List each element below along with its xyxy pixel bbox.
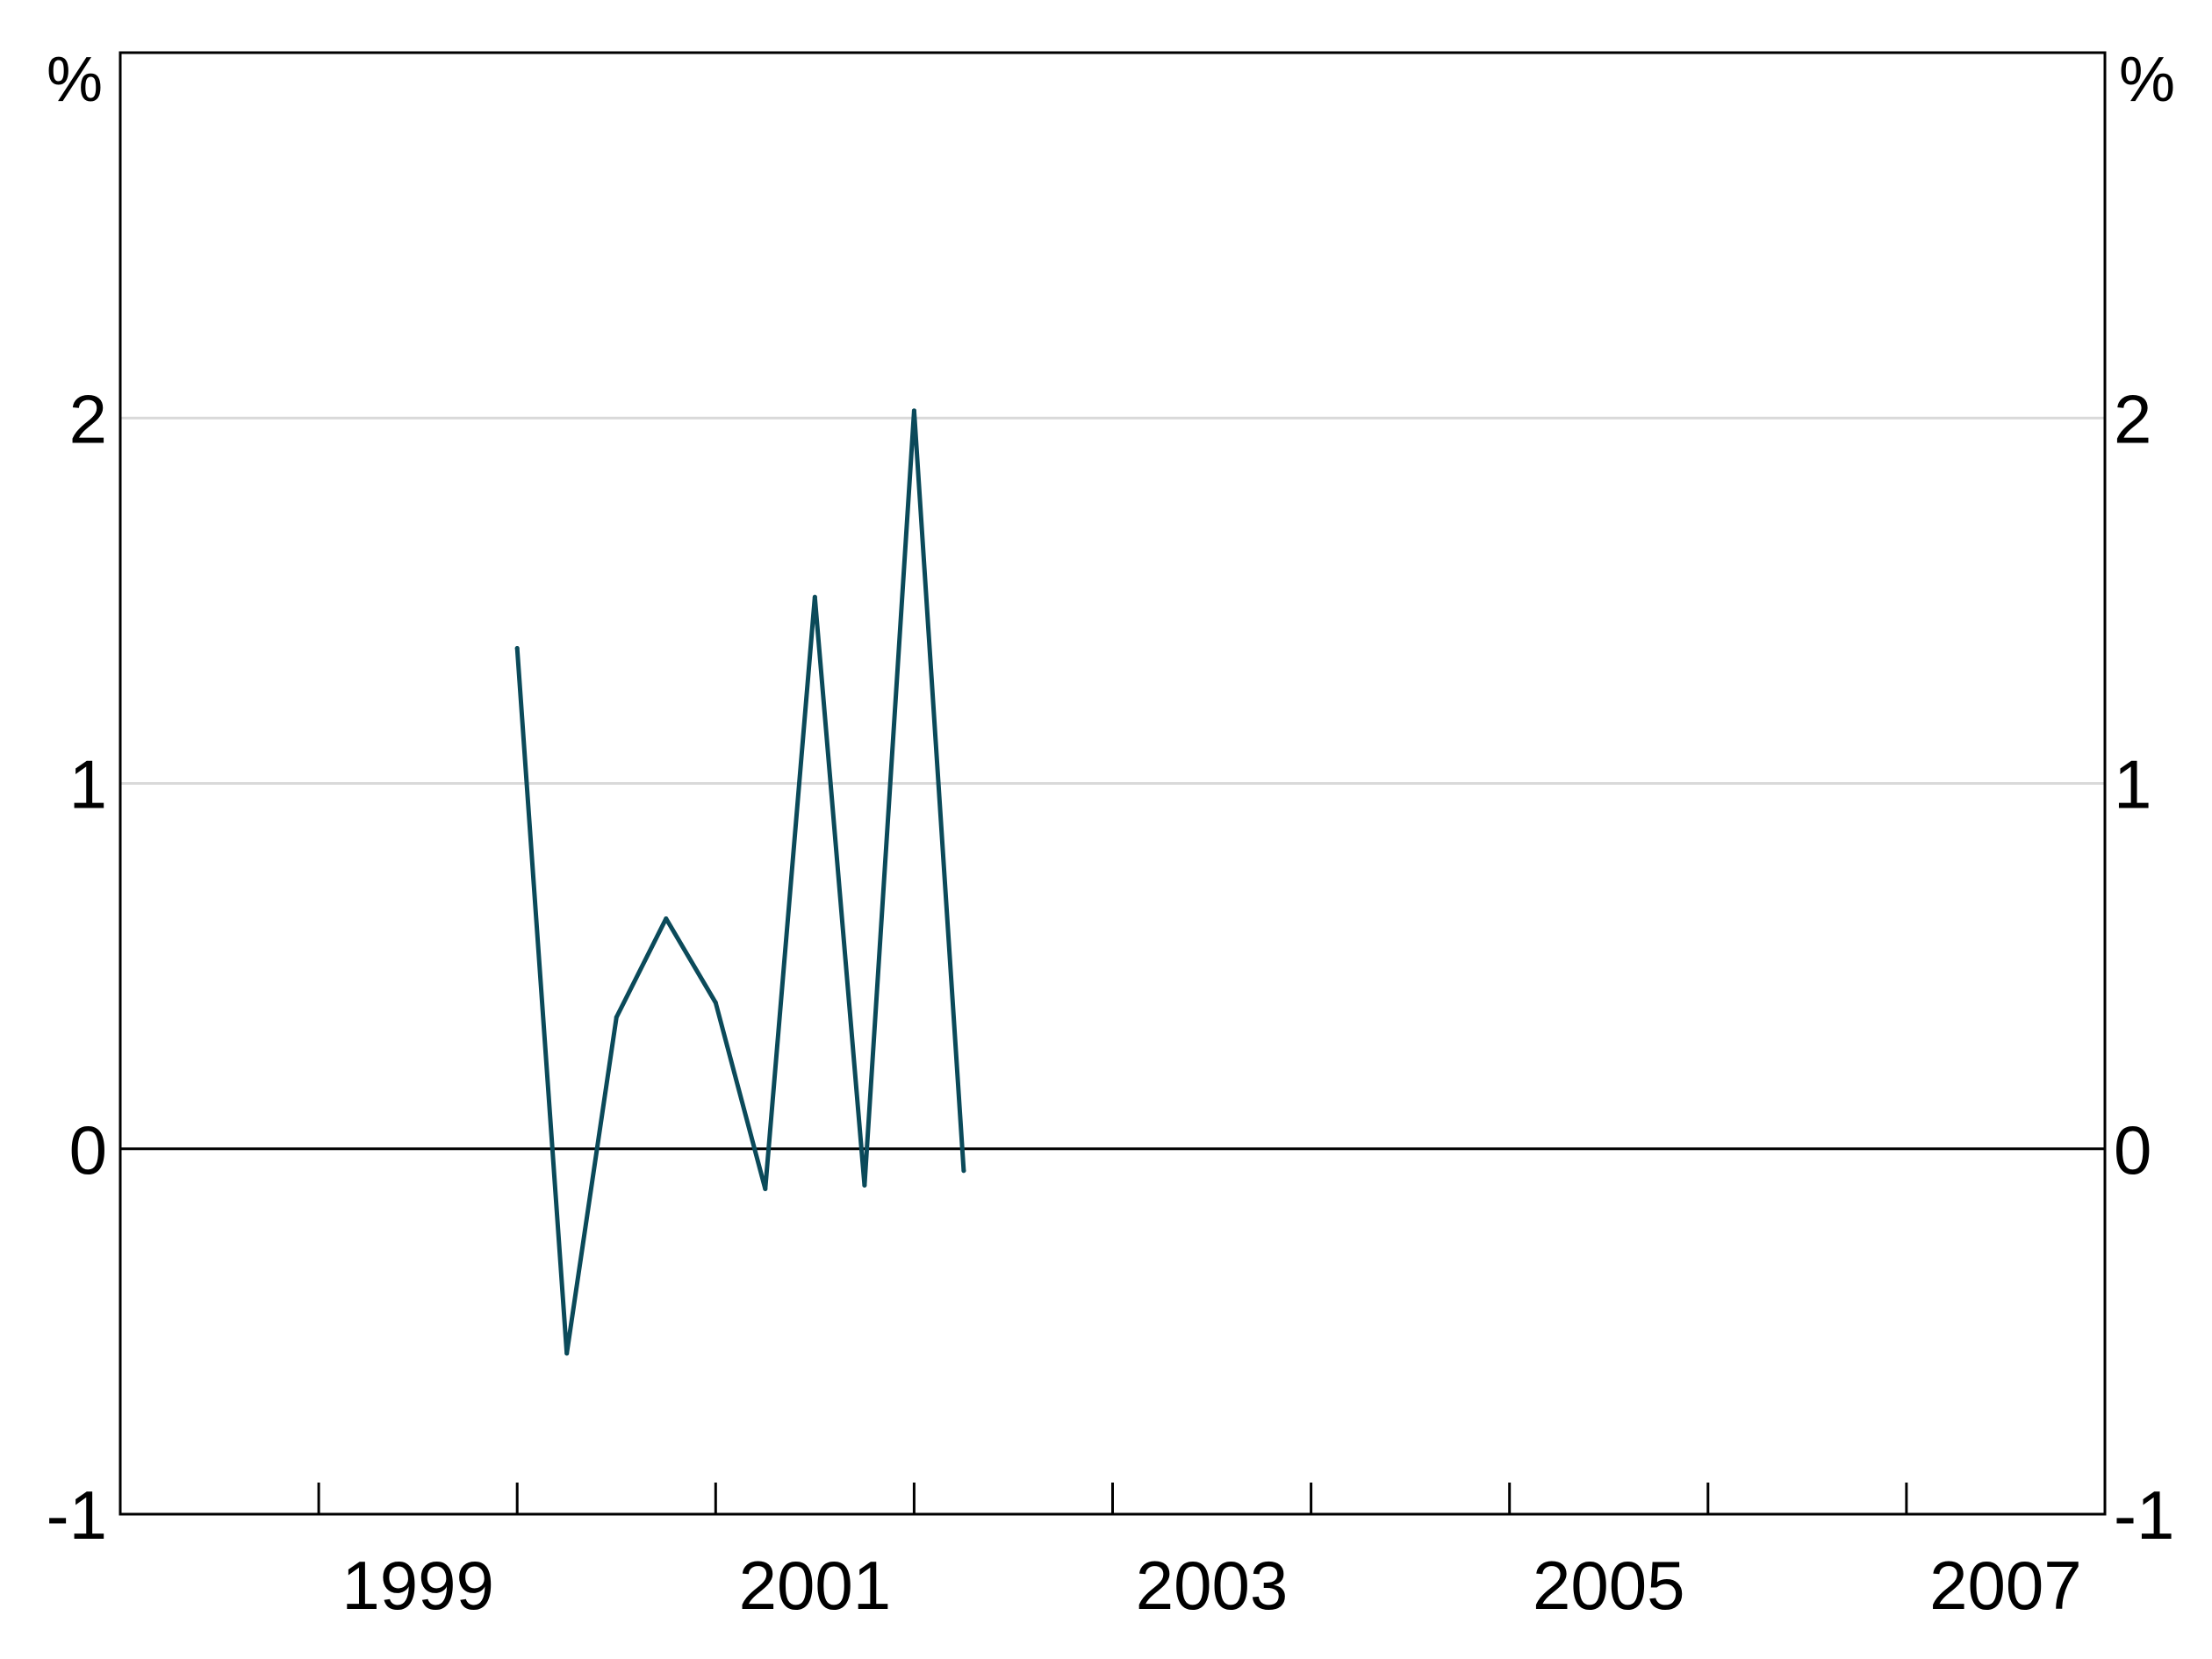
y-tick-label-left: 2 — [69, 380, 107, 457]
data-point — [514, 645, 520, 650]
x-tick-label: 2007 — [1929, 1547, 2082, 1624]
axes — [118, 51, 2107, 1516]
data-point — [961, 1168, 966, 1174]
y-tick-label-right: 2 — [2114, 380, 2151, 457]
y-tick-label-right: -1 — [2114, 1476, 2174, 1554]
x-tick-label: 2005 — [1533, 1547, 1685, 1624]
x-tick-label: 2003 — [1136, 1547, 1289, 1624]
x-tick-label: 2001 — [739, 1547, 892, 1624]
x-tick-label: 1999 — [341, 1547, 494, 1624]
y-tick-label-left: 1 — [69, 746, 107, 823]
data-point — [713, 1000, 718, 1005]
series-layer — [514, 408, 966, 1356]
data-point — [763, 1187, 768, 1192]
series-line — [514, 408, 966, 1356]
labels: % % -1 -1 0 0 1 1 2 2 1999 2001 2003 2005 2007 — [47, 45, 2175, 1624]
data-point — [911, 408, 916, 413]
y-tick-label-right: 0 — [2114, 1111, 2151, 1189]
y-tick-label-right: 1 — [2114, 746, 2151, 823]
y-unit-right: % — [2119, 45, 2175, 115]
data-point — [862, 1182, 867, 1188]
y-tick-label-left: 0 — [69, 1111, 107, 1189]
y-unit-left: % — [47, 45, 103, 115]
data-point — [614, 1015, 619, 1020]
gridlines — [120, 416, 2105, 785]
data-point — [664, 916, 669, 922]
y-tick-label-left: -1 — [47, 1476, 107, 1554]
data-point — [564, 1351, 570, 1356]
data-point — [812, 594, 817, 600]
